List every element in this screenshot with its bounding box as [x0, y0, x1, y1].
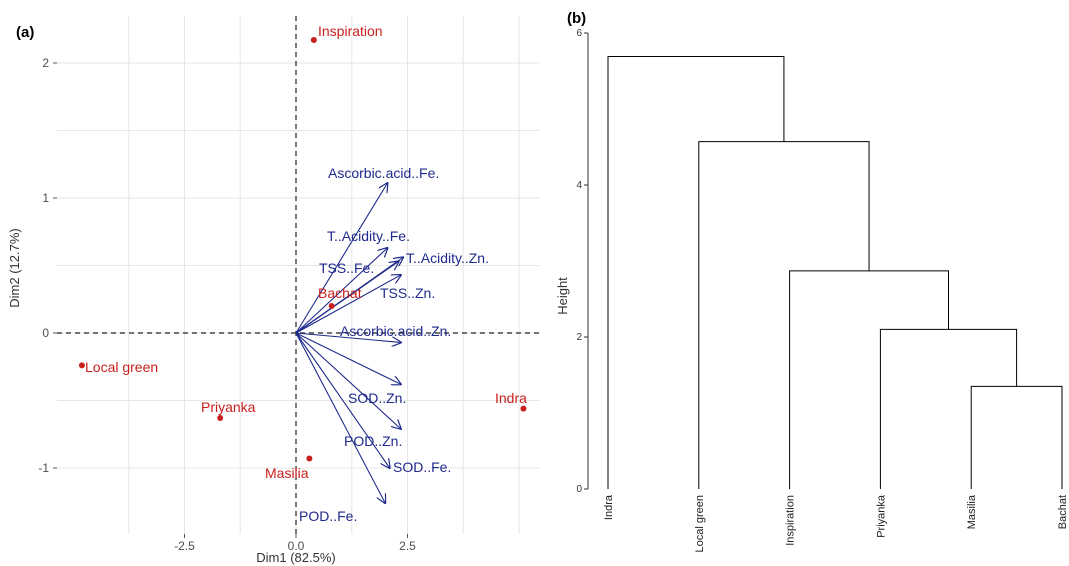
variable-label: SOD..Zn.	[348, 390, 406, 406]
y-tick-label: 0	[42, 326, 49, 340]
x-tick-label: 0.0	[288, 539, 305, 553]
dendrogram-leaf-label: Indra	[603, 494, 615, 520]
individual-point	[78, 362, 85, 369]
variable-label: TSS..Zn.	[380, 285, 435, 301]
dendrogram-tick-label: 4	[576, 180, 582, 191]
individual-point	[520, 405, 527, 412]
dendrogram-branch	[970, 385, 1063, 489]
variable-arrow	[295, 275, 401, 334]
individual-point	[310, 37, 317, 44]
pca-reference-lines	[57, 16, 540, 534]
variable-arrow	[295, 248, 387, 334]
dendrogram-branch	[698, 141, 870, 489]
pca-x-axis-title: Dim1 (82.5%)	[256, 550, 335, 565]
dendrogram-leaf-label: Bachat	[1057, 495, 1069, 529]
dendrogram-leaf-label: Masilia	[966, 494, 978, 529]
dendrogram-leaf-label: Local green	[694, 495, 706, 553]
dendrogram-leaf-label: Inspiration	[785, 495, 797, 546]
individual-label: Inspiration	[318, 23, 383, 39]
variable-arrows: Ascorbic.acid..Fe. T..Acidity..Fe. TSS..Fe…	[295, 165, 489, 524]
variable-arrow	[295, 332, 390, 468]
individual-label: Priyanka	[201, 399, 256, 415]
x-tick-label: 2.5	[399, 539, 416, 553]
dendrogram-branch	[879, 328, 1018, 489]
variable-arrow	[295, 183, 387, 334]
individual-label: Masilia	[265, 465, 309, 481]
variable-label: Ascorbic.acid..Fe.	[328, 165, 439, 181]
panel-label-a: (a)	[16, 24, 34, 41]
variable-label: SOD..Fe.	[393, 459, 451, 475]
dendrogram-tick-label: 0	[576, 484, 582, 495]
individual-point	[306, 455, 313, 462]
variable-label: POD..Zn.	[344, 433, 402, 449]
dendrogram-branches	[607, 56, 1063, 489]
dendrogram-branch	[789, 270, 949, 489]
variable-arrow	[295, 332, 401, 384]
variable-label: Ascorbic.acid..Zn.	[340, 323, 451, 339]
dendrogram-leaf-labels: Indra Local green Inspiration Priyanka Masil…	[603, 494, 1069, 552]
dendrogram-branch	[607, 56, 785, 489]
dendrogram: (b) 0 2 4 6 Indra Local green Inspiration Priy…	[555, 10, 1069, 553]
variable-arrow	[295, 332, 401, 342]
variable-arrow	[295, 332, 401, 429]
dendrogram-y-axis-title: Height	[555, 277, 570, 315]
individual-point	[328, 303, 335, 309]
individual-points: Inspiration Local green Priyanka Masilia Ind…	[78, 23, 527, 481]
variable-arrow	[295, 257, 403, 334]
dendrogram-leaf-label: Priyanka	[875, 494, 887, 538]
y-tick-label: 1	[42, 191, 49, 205]
individual-label: Bachat	[318, 285, 362, 301]
pca-grid	[57, 16, 540, 534]
dendrogram-tick-label: 2	[576, 332, 582, 343]
variable-label: TSS..Fe.	[319, 260, 374, 276]
pca-ticks: -2.5 0.0 2.5 -1 0 1 2	[38, 56, 416, 553]
variable-arrow	[295, 332, 385, 503]
pca-y-axis-title: Dim2 (12.7%)	[7, 228, 22, 307]
panel-label-b: (b)	[567, 10, 586, 27]
individual-point	[217, 415, 224, 422]
individual-label: Indra	[495, 390, 527, 406]
dendrogram-y-axis: 0 2 4 6	[576, 28, 589, 495]
y-tick-label: 2	[42, 56, 49, 70]
pca-biplot: (a) -2.5 0.0 2.5 -1 0 1 2 Ascorbic.acid..Fe. T.…	[7, 16, 540, 565]
individual-label: Local green	[85, 359, 158, 375]
variable-label: T..Acidity..Fe.	[327, 228, 410, 244]
variable-label: POD..Fe.	[299, 508, 357, 524]
x-tick-label: -2.5	[174, 539, 195, 553]
variable-label: T..Acidity..Zn.	[406, 250, 489, 266]
dendrogram-tick-label: 6	[576, 28, 582, 39]
y-tick-label: -1	[38, 461, 49, 475]
